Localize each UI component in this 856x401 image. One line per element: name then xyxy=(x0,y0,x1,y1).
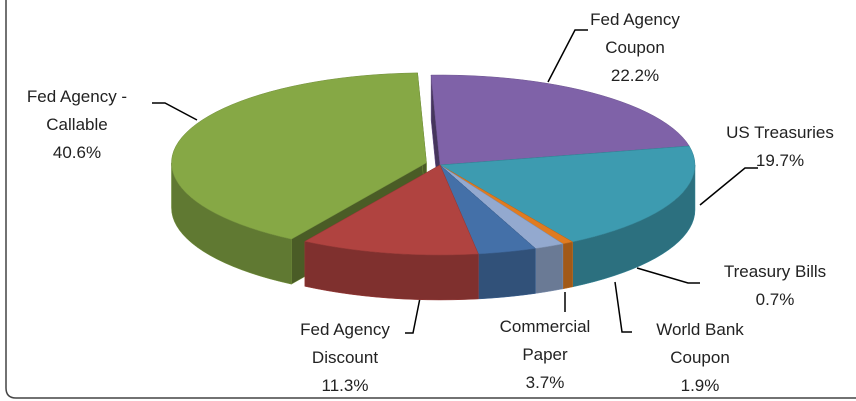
category-label: Commercial Paper xyxy=(499,317,591,364)
data-label: US Treasuries 19.7% xyxy=(700,119,856,175)
data-label: World Bank Coupon 1.9% xyxy=(640,316,760,400)
value-label: 1.9% xyxy=(680,376,720,395)
leader-line xyxy=(614,281,632,333)
value-label: 3.7% xyxy=(525,373,565,392)
frame xyxy=(5,0,856,399)
leader-line xyxy=(405,297,421,334)
value-label: 19.7% xyxy=(755,151,805,170)
data-label: Fed Agency Coupon 22.2% xyxy=(580,6,690,90)
slice-side xyxy=(478,248,536,300)
leader-line xyxy=(699,167,758,206)
slice-top xyxy=(171,72,427,240)
slice-side xyxy=(562,241,573,290)
category-label: Fed Agency Discount xyxy=(300,320,390,367)
value-label: 40.6% xyxy=(52,143,102,162)
category-label: Fed Agency Coupon xyxy=(590,10,680,57)
category-label: World Bank Coupon xyxy=(656,320,744,367)
value-label: 22.2% xyxy=(610,66,660,85)
leader-line xyxy=(547,29,588,83)
leader-line xyxy=(152,102,198,121)
slice-top xyxy=(430,74,690,166)
data-label: Treasury Bills 0.7% xyxy=(695,258,855,314)
category-label: Treasury Bills xyxy=(723,262,827,281)
data-label: Fed Agency - Callable 40.6% xyxy=(15,83,140,167)
leader-line xyxy=(636,267,700,284)
category-label: Fed Agency - Callable xyxy=(26,87,128,134)
category-label: US Treasuries xyxy=(726,123,834,142)
slice-top xyxy=(304,164,479,256)
value-label: 0.7% xyxy=(755,290,795,309)
data-label: Commercial Paper 3.7% xyxy=(495,313,595,397)
slice-side xyxy=(535,243,564,294)
slice-top xyxy=(439,145,696,243)
slice-top xyxy=(439,164,536,255)
slice xyxy=(304,164,479,301)
value-label: 11.3% xyxy=(321,376,369,395)
data-label: Fed Agency Discount 11.3% xyxy=(285,316,405,400)
